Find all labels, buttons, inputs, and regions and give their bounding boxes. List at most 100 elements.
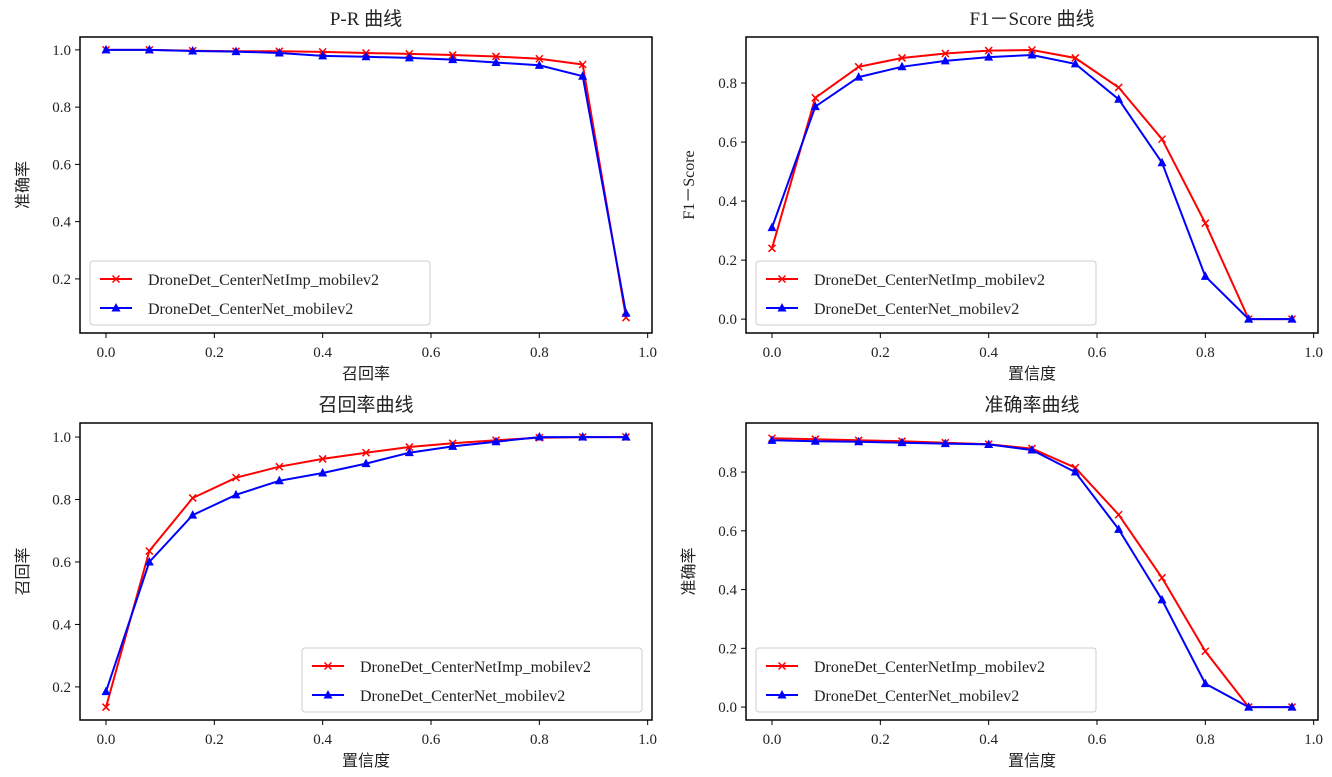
x-marker xyxy=(275,462,284,471)
y-tick-label: 0.4 xyxy=(718,583,737,599)
y-tick-label: 0.8 xyxy=(718,76,737,92)
y-tick-label: 0.8 xyxy=(718,465,737,481)
triangle-marker xyxy=(101,44,111,54)
legend-label: DroneDet_CenterNet_mobilev2 xyxy=(814,301,1019,318)
triangle-marker xyxy=(404,447,414,457)
x-tick-label: 0.2 xyxy=(205,732,224,748)
x-tick-label: 0.0 xyxy=(763,732,782,748)
triangle-marker xyxy=(1200,678,1210,688)
triangle-marker xyxy=(1027,445,1037,454)
x-tick-label: 0.6 xyxy=(1088,732,1107,748)
x-tick-label: 0.8 xyxy=(530,345,549,361)
legend-box xyxy=(89,260,431,326)
y-tick-label: 1.0 xyxy=(52,43,71,59)
x-tick-label: 0.8 xyxy=(1196,345,1215,361)
triangle-marker xyxy=(1287,314,1297,323)
triangle-marker xyxy=(404,52,414,62)
x-tick-label: 0.0 xyxy=(97,345,116,361)
x-marker xyxy=(767,244,777,253)
x-marker xyxy=(897,53,907,62)
triangle-marker xyxy=(767,222,777,232)
x-marker xyxy=(578,60,587,69)
triangle-marker xyxy=(810,101,820,111)
y-tick-label: 0.2 xyxy=(52,680,71,696)
x-marker xyxy=(101,703,111,712)
x-tick-label: 0.4 xyxy=(979,345,998,361)
triangle-marker xyxy=(323,690,333,699)
series-2 xyxy=(101,44,631,317)
x-marker xyxy=(984,46,993,55)
y-tick-label: 0.4 xyxy=(718,194,737,210)
triangle-marker xyxy=(1244,702,1254,711)
chart-title: 召回率曲线 xyxy=(318,394,413,416)
legend-label: DroneDet_CenterNet_mobilev2 xyxy=(148,301,353,318)
x-marker xyxy=(941,49,950,58)
x-tick-label: 0.4 xyxy=(979,732,998,748)
triangle-marker xyxy=(448,54,458,64)
triangle-marker xyxy=(621,308,631,317)
triangle-marker xyxy=(1114,94,1124,103)
triangle-marker xyxy=(491,57,501,66)
x-marker xyxy=(1114,83,1123,92)
triangle-marker xyxy=(767,435,777,444)
axes-frame xyxy=(79,422,653,721)
triangle-marker xyxy=(274,48,284,57)
x-marker xyxy=(361,448,371,457)
triangle-marker xyxy=(1070,467,1080,476)
triangle-marker xyxy=(188,510,198,519)
triangle-marker xyxy=(318,467,328,477)
triangle-marker xyxy=(1070,58,1080,68)
y-tick-label: 0.2 xyxy=(718,253,737,269)
x-marker xyxy=(111,274,121,284)
x-tick-label: 0.2 xyxy=(871,345,890,361)
triangle-marker xyxy=(777,303,787,312)
legend-label: DroneDet_CenterNetImp_mobilev2 xyxy=(148,272,379,289)
axes-frame xyxy=(79,36,653,334)
triangle-marker xyxy=(897,61,907,71)
y-axis-label: F1－Score xyxy=(681,150,698,219)
triangle-marker xyxy=(274,475,284,485)
y-tick-label: 0.4 xyxy=(52,215,71,231)
triangle-marker xyxy=(1157,594,1167,604)
legend-label: DroneDet_CenterNetImp_mobilev2 xyxy=(814,659,1045,676)
triangle-marker xyxy=(188,46,198,55)
x-marker xyxy=(1157,573,1167,582)
triangle-marker xyxy=(578,71,588,80)
x-marker xyxy=(318,454,327,463)
x-marker xyxy=(405,443,414,452)
x-marker xyxy=(145,547,154,556)
legend-box xyxy=(755,647,1097,713)
triangle-marker xyxy=(1287,702,1297,711)
subplot-4: 准确率曲线 0.0 0.2 0.4 0.6 0.8 1.0 0.0 0.2 0.4 0.6 0.8 置信… xyxy=(680,394,1323,770)
legend: DroneDet_CenterNetImp_mobilev2 DroneDet_C… xyxy=(89,260,431,326)
x-marker xyxy=(777,274,787,284)
x-marker xyxy=(188,493,197,502)
legend-label: DroneDet_CenterNet_mobilev2 xyxy=(814,688,1019,705)
x-tick-label: 0.4 xyxy=(313,732,332,748)
legend: DroneDet_CenterNetImp_mobilev2 DroneDet_C… xyxy=(301,647,643,713)
y-tick-label: 0.2 xyxy=(52,272,71,288)
x-tick-label: 0.6 xyxy=(1088,345,1107,361)
x-tick-label: 0.6 xyxy=(422,345,441,361)
triangle-marker xyxy=(984,439,994,448)
triangle-marker xyxy=(1200,271,1210,280)
legend-label: DroneDet_CenterNetImp_mobilev2 xyxy=(814,272,1045,289)
x-marker xyxy=(1201,647,1210,656)
triangle-marker xyxy=(144,44,154,54)
x-tick-label: 0.8 xyxy=(530,732,549,748)
x-marker xyxy=(535,54,544,63)
x-tick-label: 1.0 xyxy=(1304,345,1323,361)
x-marker xyxy=(854,62,863,71)
x-marker xyxy=(231,473,241,482)
triangle-marker xyxy=(940,55,950,65)
triangle-marker xyxy=(1027,50,1037,59)
series-2 xyxy=(767,50,1297,323)
x-marker xyxy=(1027,45,1037,55)
axes-frame xyxy=(745,36,1319,334)
triangle-marker xyxy=(534,60,544,69)
legend-box xyxy=(755,260,1097,326)
triangle-marker xyxy=(318,50,328,60)
triangle-marker xyxy=(854,436,864,446)
triangle-marker xyxy=(1244,314,1254,323)
triangle-marker xyxy=(111,303,121,312)
